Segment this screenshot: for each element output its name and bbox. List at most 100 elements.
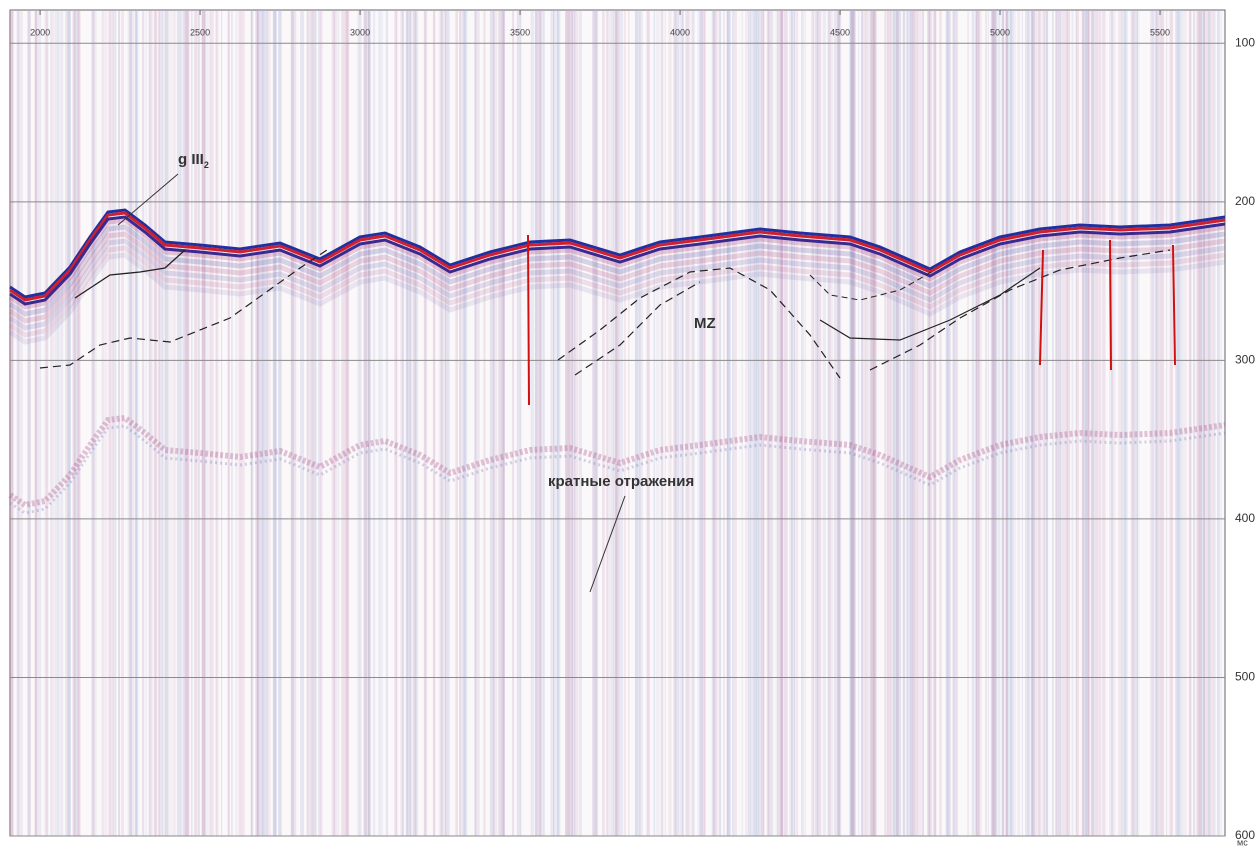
texture-stripe: [1017, 10, 1020, 836]
texture-stripe: [474, 10, 477, 836]
texture-stripe: [635, 10, 637, 836]
texture-stripe: [406, 10, 409, 836]
y-tick-label: 300: [1235, 353, 1255, 367]
texture-stripe: [490, 10, 493, 836]
texture-stripe: [867, 10, 868, 836]
texture-stripe: [173, 10, 175, 836]
texture-stripe: [273, 10, 276, 836]
texture-stripe: [1043, 10, 1044, 836]
texture-stripe: [1010, 10, 1012, 836]
texture-stripe: [567, 10, 569, 836]
texture-stripe: [1203, 10, 1205, 836]
texture-stripe: [1006, 10, 1008, 836]
texture-stripe: [1114, 10, 1115, 836]
texture-stripe: [118, 10, 120, 836]
texture-stripe: [46, 10, 49, 836]
texture-stripe: [159, 10, 163, 836]
texture-stripe: [1013, 10, 1015, 836]
texture-stripe: [311, 10, 314, 836]
texture-stripe: [801, 10, 804, 836]
texture-stripe: [713, 10, 717, 836]
texture-stripe: [939, 10, 941, 836]
y-tick-label: 500: [1235, 670, 1255, 684]
texture-stripe: [1170, 10, 1171, 836]
texture-stripe: [318, 10, 321, 836]
texture-stripe: [612, 10, 613, 836]
texture-stripe: [217, 10, 218, 836]
texture-stripe: [1176, 10, 1180, 836]
texture-stripe: [972, 10, 975, 836]
texture-stripe: [201, 10, 203, 836]
texture-stripe: [665, 10, 666, 836]
texture-stripe: [647, 10, 650, 836]
texture-stripe: [373, 10, 375, 836]
texture-stripe: [1046, 10, 1048, 836]
texture-stripe: [791, 10, 795, 836]
texture-stripe: [903, 10, 906, 836]
texture-stripe: [668, 10, 671, 836]
x-tick-label: 5000: [990, 27, 1010, 37]
x-tick-label: 3000: [350, 27, 370, 37]
texture-stripe: [596, 10, 597, 836]
texture-stripe: [1208, 10, 1211, 836]
texture-stripe: [242, 10, 244, 836]
texture-stripe: [55, 10, 59, 836]
texture-stripe: [10, 10, 13, 836]
texture-stripe: [199, 10, 200, 836]
texture-stripe: [827, 10, 829, 836]
texture-stripe: [1124, 10, 1127, 836]
texture-stripe: [660, 10, 662, 836]
texture-stripe: [1002, 10, 1004, 836]
texture-stripe: [291, 10, 294, 836]
texture-stripe: [784, 10, 788, 836]
texture-stripe: [1031, 10, 1034, 836]
texture-stripe: [1150, 10, 1153, 836]
texture-stripe: [294, 10, 296, 836]
texture-stripe: [1189, 10, 1190, 836]
texture-stripe: [109, 10, 113, 836]
texture-stripe: [1028, 10, 1030, 836]
texture-stripe: [976, 10, 978, 836]
texture-stripe: [145, 10, 147, 836]
chart: g III2 MZ кратные отражения 200025003000…: [0, 0, 1256, 846]
texture-stripe: [993, 10, 996, 836]
x-tick-label: 4000: [670, 27, 690, 37]
texture-stripe: [498, 10, 501, 836]
texture-stripe: [165, 10, 166, 836]
texture-stripe: [58, 10, 59, 836]
texture-stripe: [551, 10, 552, 836]
texture-stripe: [1038, 10, 1042, 836]
texture-stripe: [21, 10, 23, 836]
texture-stripe: [1025, 10, 1028, 836]
texture-stripe: [155, 10, 157, 836]
texture-stripe: [834, 10, 836, 836]
texture-stripe: [334, 10, 337, 836]
texture-stripe: [540, 10, 542, 836]
texture-stripe: [493, 10, 497, 836]
texture-stripe: [613, 10, 617, 836]
texture-stripe: [115, 10, 116, 836]
texture-stripe: [542, 10, 544, 836]
texture-stripe: [823, 10, 826, 836]
texture-stripe: [1109, 10, 1112, 836]
texture-stripe: [637, 10, 641, 836]
texture-stripe: [991, 10, 992, 836]
texture-stripe: [999, 10, 1001, 836]
texture-stripe: [1098, 10, 1101, 836]
texture-stripe: [143, 10, 144, 836]
texture-stripe: [1102, 10, 1105, 836]
texture-stripe: [676, 10, 680, 836]
texture-stripe: [169, 10, 172, 836]
fault: [1110, 240, 1111, 370]
texture-stripe: [887, 10, 888, 836]
annotation-subscript: 2: [204, 160, 209, 170]
x-tick-label: 5500: [1150, 27, 1170, 37]
texture-stripe: [535, 10, 538, 836]
texture-stripe: [520, 10, 522, 836]
texture-stripe: [967, 10, 969, 836]
texture-stripe: [459, 10, 461, 836]
texture-stripe: [38, 10, 41, 836]
texture-stripe: [628, 10, 629, 836]
texture-stripe: [191, 10, 193, 836]
texture-stripe: [1077, 10, 1078, 836]
